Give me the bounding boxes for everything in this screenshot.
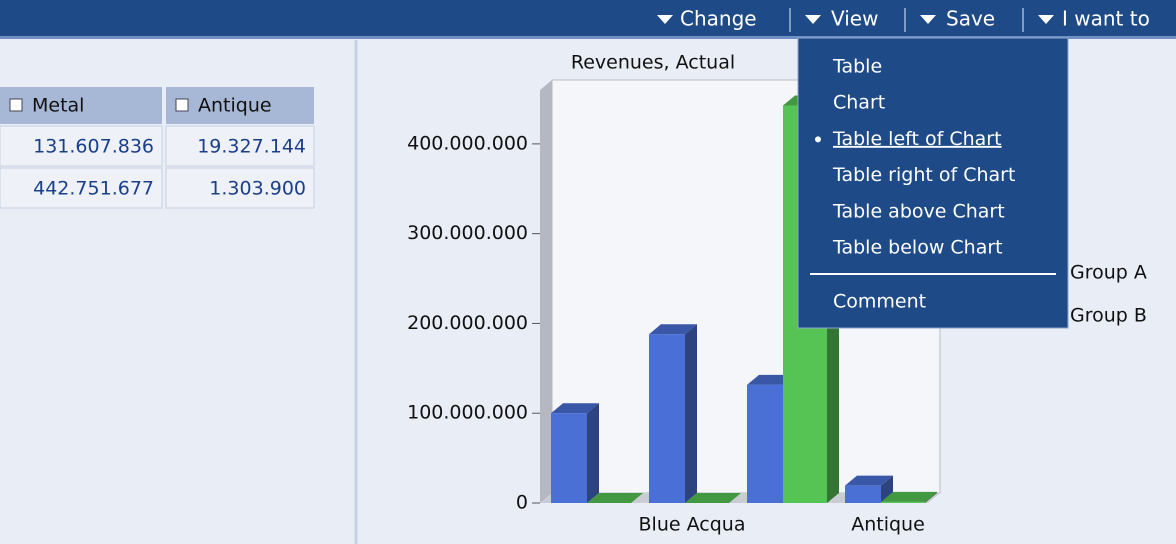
y-tick-label: 100.000.000 bbox=[407, 402, 528, 424]
chart: Revenues, Actual 0 100.000.000 200.000.000… bbox=[407, 52, 1147, 536]
bar-top bbox=[881, 491, 937, 502]
y-tick-label: 0 bbox=[516, 492, 528, 514]
menu-item[interactable]: Table right of Chart bbox=[832, 164, 1015, 186]
toolbar-bar bbox=[0, 0, 1176, 38]
bar bbox=[649, 334, 685, 503]
chart-title: Revenues, Actual bbox=[571, 52, 735, 74]
menu-item[interactable]: Chart bbox=[833, 92, 885, 114]
table-cell bbox=[165, 125, 315, 167]
header-cell bbox=[0, 87, 162, 124]
x-tick-label: Antique bbox=[851, 514, 925, 536]
bar-side bbox=[925, 491, 937, 503]
toolbar: Change View Save I want to bbox=[0, 0, 1176, 39]
toolbar-item[interactable]: I want to bbox=[1062, 7, 1150, 31]
cell-value: 442.751.677 bbox=[33, 178, 154, 200]
data-table: Metal Antique 131.607.836 19.327.144 442.751… bbox=[0, 87, 315, 209]
bar-side bbox=[881, 475, 893, 503]
menu-item[interactable]: Table left of Chart bbox=[832, 128, 1002, 150]
bar-top bbox=[649, 324, 697, 335]
toolbar-item[interactable]: Save bbox=[946, 7, 995, 31]
expand-icon bbox=[9, 98, 23, 112]
menu-item[interactable]: Table below Chart bbox=[832, 237, 1003, 259]
toolbar-edge bbox=[0, 36, 1176, 39]
bar-top bbox=[587, 493, 643, 503]
table-cell bbox=[165, 167, 315, 209]
view-menu: Table Chart Table left of Chart Table right… bbox=[797, 37, 1069, 329]
header-cell bbox=[166, 87, 314, 124]
expand-icon bbox=[175, 98, 189, 112]
legend-label: Group A bbox=[1070, 262, 1147, 284]
bar-top bbox=[685, 493, 741, 503]
bar-top bbox=[551, 403, 599, 414]
y-tick-label: 200.000.000 bbox=[407, 312, 528, 334]
bar-side bbox=[587, 403, 599, 503]
bar bbox=[881, 501, 925, 503]
toolbar-item[interactable]: View bbox=[831, 7, 878, 31]
menu-item[interactable]: Comment bbox=[833, 291, 926, 313]
y-tick-label: 400.000.000 bbox=[407, 132, 528, 154]
bar bbox=[551, 413, 587, 503]
toolbar-item[interactable]: Change bbox=[680, 7, 757, 31]
table-cell bbox=[0, 125, 163, 167]
cell-value: 19.327.144 bbox=[197, 136, 306, 158]
y-tick-label: 300.000.000 bbox=[407, 222, 528, 244]
side-wall bbox=[540, 80, 552, 503]
column-header: Metal bbox=[32, 95, 84, 117]
cell-value: 131.607.836 bbox=[33, 136, 154, 158]
bar-top bbox=[845, 475, 893, 486]
bar bbox=[845, 485, 881, 503]
bar bbox=[747, 384, 783, 503]
x-tick-label: Blue Acqua bbox=[639, 514, 746, 536]
table-cell bbox=[0, 167, 163, 209]
selected-bullet bbox=[815, 136, 821, 143]
cell-value: 1.303.900 bbox=[209, 178, 306, 200]
column-header: Antique bbox=[198, 95, 272, 117]
bar-side bbox=[685, 324, 697, 503]
separators bbox=[789, 8, 1024, 32]
legend-label: Group B bbox=[1070, 305, 1147, 327]
menu-item[interactable]: Table bbox=[832, 56, 882, 78]
menu-item[interactable]: Table above Chart bbox=[832, 200, 1005, 222]
menu-panel bbox=[797, 37, 1069, 329]
